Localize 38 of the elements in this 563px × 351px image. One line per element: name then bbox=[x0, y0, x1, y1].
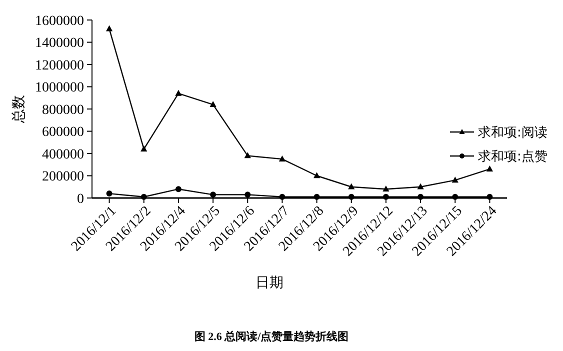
point bbox=[417, 183, 424, 190]
point bbox=[314, 194, 320, 200]
point bbox=[348, 183, 355, 190]
y-tick-label: 1400000 bbox=[35, 36, 84, 52]
point bbox=[278, 155, 286, 162]
point bbox=[313, 172, 320, 178]
point bbox=[486, 194, 493, 200]
y-tick-label: 1000000 bbox=[35, 80, 84, 96]
caption: 图 2.6 总阅读/点赞量趋势折线图 bbox=[194, 330, 349, 343]
y-tick-label: 400000 bbox=[42, 147, 84, 162]
point bbox=[279, 194, 286, 200]
point bbox=[210, 100, 216, 107]
point bbox=[210, 192, 216, 198]
point bbox=[106, 190, 112, 197]
point bbox=[348, 194, 354, 200]
point bbox=[486, 165, 494, 172]
point bbox=[382, 186, 390, 192]
point bbox=[244, 152, 251, 158]
point bbox=[452, 176, 458, 183]
x-axis-title: 日期 bbox=[256, 275, 284, 291]
point bbox=[244, 192, 251, 198]
point bbox=[140, 194, 147, 200]
y-tick-label: 800000 bbox=[42, 102, 84, 118]
y-axis-title: 总数 bbox=[10, 95, 27, 124]
point bbox=[175, 186, 182, 192]
y-tick-label: 600000 bbox=[42, 125, 84, 140]
y-tick-label: 1200000 bbox=[35, 58, 84, 74]
point bbox=[175, 90, 182, 96]
y-tick-label: 0 bbox=[77, 192, 84, 207]
point bbox=[106, 25, 113, 32]
point bbox=[452, 194, 458, 200]
legend-label: 求和项:点赞 bbox=[478, 150, 548, 165]
legend-label: 求和项:阅读 bbox=[478, 126, 548, 141]
y-tick-label: 1600000 bbox=[35, 14, 84, 29]
point bbox=[418, 194, 424, 200]
point bbox=[382, 194, 389, 200]
point bbox=[140, 145, 148, 152]
y-tick-label: 200000 bbox=[42, 170, 84, 185]
